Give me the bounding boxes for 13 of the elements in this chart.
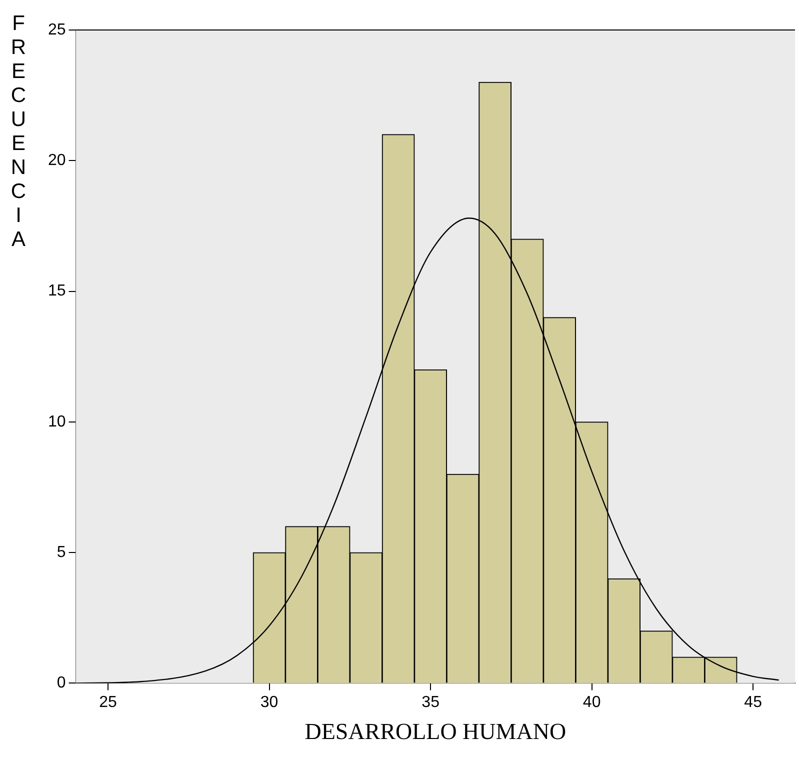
y-axis-title: FRECUENCIA (6, 12, 30, 252)
x-tick-label: 25 (99, 694, 118, 712)
x-tick-label: 30 (260, 694, 278, 712)
y-tick-label: 5 (56, 544, 66, 561)
y-tick-label: 10 (48, 413, 66, 430)
y-tick-label: 15 (48, 282, 66, 300)
x-tick-label: 40 (582, 694, 601, 712)
y-tick-label: 0 (56, 674, 66, 692)
x-tick-label: 35 (422, 694, 440, 712)
x-tick-label: 45 (744, 694, 762, 712)
y-tick-label: 25 (48, 21, 66, 38)
y-tick-label: 20 (48, 152, 66, 170)
x-axis-title: DESARROLLO HUMANO (304, 719, 566, 744)
